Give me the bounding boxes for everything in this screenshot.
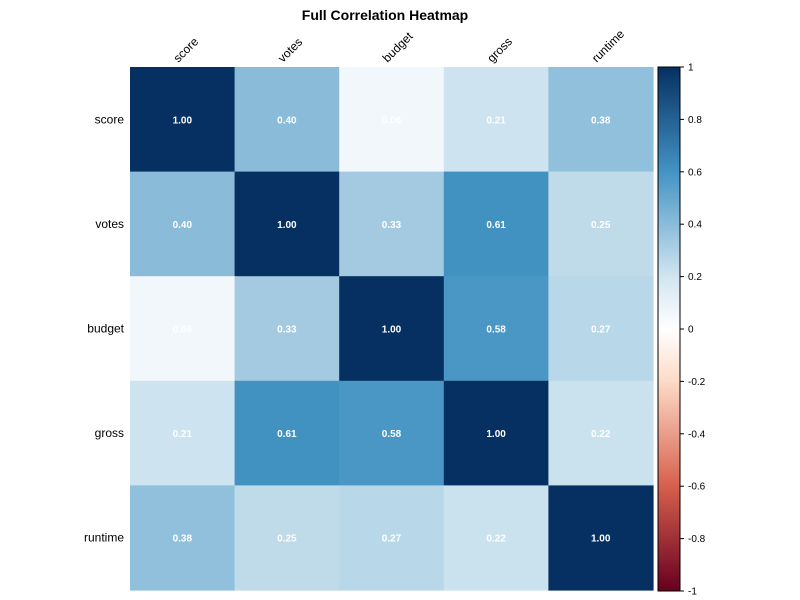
- colorbar: 1 0.8 0.6 0.4 0.2 0 -0.2 -0.4 -0.6 -0.8 -1: [657, 63, 706, 598]
- cell-value-label: 0.38: [591, 115, 611, 126]
- cell-value-label: 0.25: [591, 220, 611, 231]
- heatmap-cell-score-budget: [339, 67, 445, 173]
- row-label-votes: votes: [95, 217, 124, 231]
- cell-value-label: 0.58: [382, 429, 402, 440]
- heatmap-cell-gross-runtime: [548, 380, 654, 486]
- heatmap-cell-gross-votes: [234, 380, 340, 486]
- colorbar-tick-label: -0.4: [688, 429, 706, 440]
- chart-title: Full Correlation Heatmap: [302, 7, 468, 23]
- cell-value-label: 0.33: [277, 325, 297, 336]
- heatmap-cell-gross-gross: [443, 380, 549, 486]
- cell-value-label: 1.00: [382, 325, 402, 336]
- cell-value-label: 0.27: [591, 325, 611, 336]
- colorbar-tick-label: 0.4: [688, 220, 702, 231]
- cell-value-label: 1.00: [591, 534, 611, 545]
- row-label-runtime: runtime: [84, 531, 124, 545]
- colorbar-tick-label: 0.8: [688, 115, 702, 126]
- colorbar-tick-label: -0.2: [688, 377, 706, 388]
- cell-value-label: 0.25: [277, 534, 297, 545]
- heatmap-cell-budget-score: [130, 276, 236, 382]
- heatmap-cell-runtime-score: [130, 485, 236, 591]
- colorbar-tick-label: -0.8: [688, 534, 706, 545]
- heatmap-value-labels: 1.00 0.40 0.06 0.21 0.38 0.40 1.00 0.33 0.61 0.25…: [173, 115, 611, 544]
- cell-value-label: 0.40: [173, 220, 193, 231]
- colorbar-tick-label: -1: [688, 587, 697, 598]
- cell-value-label: 0.22: [591, 429, 611, 440]
- colorbar-tick-label: 0: [688, 325, 694, 336]
- heatmap-cell-score-votes: [234, 67, 340, 173]
- heatmap-cell-budget-gross: [443, 276, 549, 382]
- heatmap-cell-runtime-votes: [234, 485, 340, 591]
- heatmap-cell-runtime-budget: [339, 485, 445, 591]
- column-labels: score votes budget gross runtime: [171, 27, 628, 65]
- cell-value-label: 0.40: [277, 115, 297, 126]
- cell-value-label: 0.33: [382, 220, 402, 231]
- cell-value-label: 0.06: [173, 325, 193, 336]
- cell-value-label: 1.00: [486, 429, 506, 440]
- heatmap-cell-votes-gross: [443, 171, 549, 277]
- row-labels: score votes budget gross runtime: [84, 112, 125, 544]
- cell-value-label: 0.06: [382, 115, 402, 126]
- cell-value-label: 0.22: [486, 534, 506, 545]
- cell-value-label: 0.58: [486, 325, 506, 336]
- cell-value-label: 0.21: [173, 429, 193, 440]
- cell-value-label: 0.38: [173, 534, 193, 545]
- colorbar-tick-label: 0.2: [688, 272, 702, 283]
- heatmap-cell-score-runtime: [548, 67, 654, 173]
- heatmap-cell-votes-score: [130, 171, 236, 277]
- heatmap-cell-budget-votes: [234, 276, 340, 382]
- cell-value-label: 1.00: [173, 115, 193, 126]
- heatmap-cell-runtime-gross: [443, 485, 549, 591]
- heatmap-cell-gross-budget: [339, 380, 445, 486]
- row-label-gross: gross: [95, 426, 124, 440]
- cell-value-label: 0.27: [382, 534, 402, 545]
- column-label-runtime: runtime: [589, 27, 627, 65]
- colorbar-tick-label: -0.6: [688, 482, 706, 493]
- cell-value-label: 1.00: [277, 220, 297, 231]
- column-label-budget: budget: [380, 29, 416, 65]
- colorbar-gradient: [657, 66, 681, 592]
- column-label-gross: gross: [484, 34, 515, 65]
- column-label-votes: votes: [275, 35, 305, 65]
- heatmap-cell-runtime-runtime: [548, 485, 654, 591]
- heatmap-cell-score-gross: [443, 67, 549, 173]
- heatmap-cell-votes-budget: [339, 171, 445, 277]
- heatmap-cell-votes-runtime: [548, 171, 654, 277]
- heatmap-cell-score-score: [130, 67, 236, 173]
- column-label-score: score: [171, 34, 202, 65]
- colorbar-tick-label: 1: [688, 63, 694, 74]
- colorbar-tick-label: 0.6: [688, 167, 702, 178]
- heatmap-cell-votes-votes: [234, 171, 340, 277]
- cell-value-label: 0.21: [486, 115, 506, 126]
- cell-value-label: 0.61: [277, 429, 297, 440]
- heatmap-cells: [130, 67, 654, 591]
- heatmap-cell-budget-budget: [339, 276, 445, 382]
- heatmap-cell-gross-score: [130, 380, 236, 486]
- heatmap-cell-budget-runtime: [548, 276, 654, 382]
- row-label-budget: budget: [87, 322, 124, 336]
- row-label-score: score: [95, 112, 125, 126]
- cell-value-label: 0.61: [486, 220, 506, 231]
